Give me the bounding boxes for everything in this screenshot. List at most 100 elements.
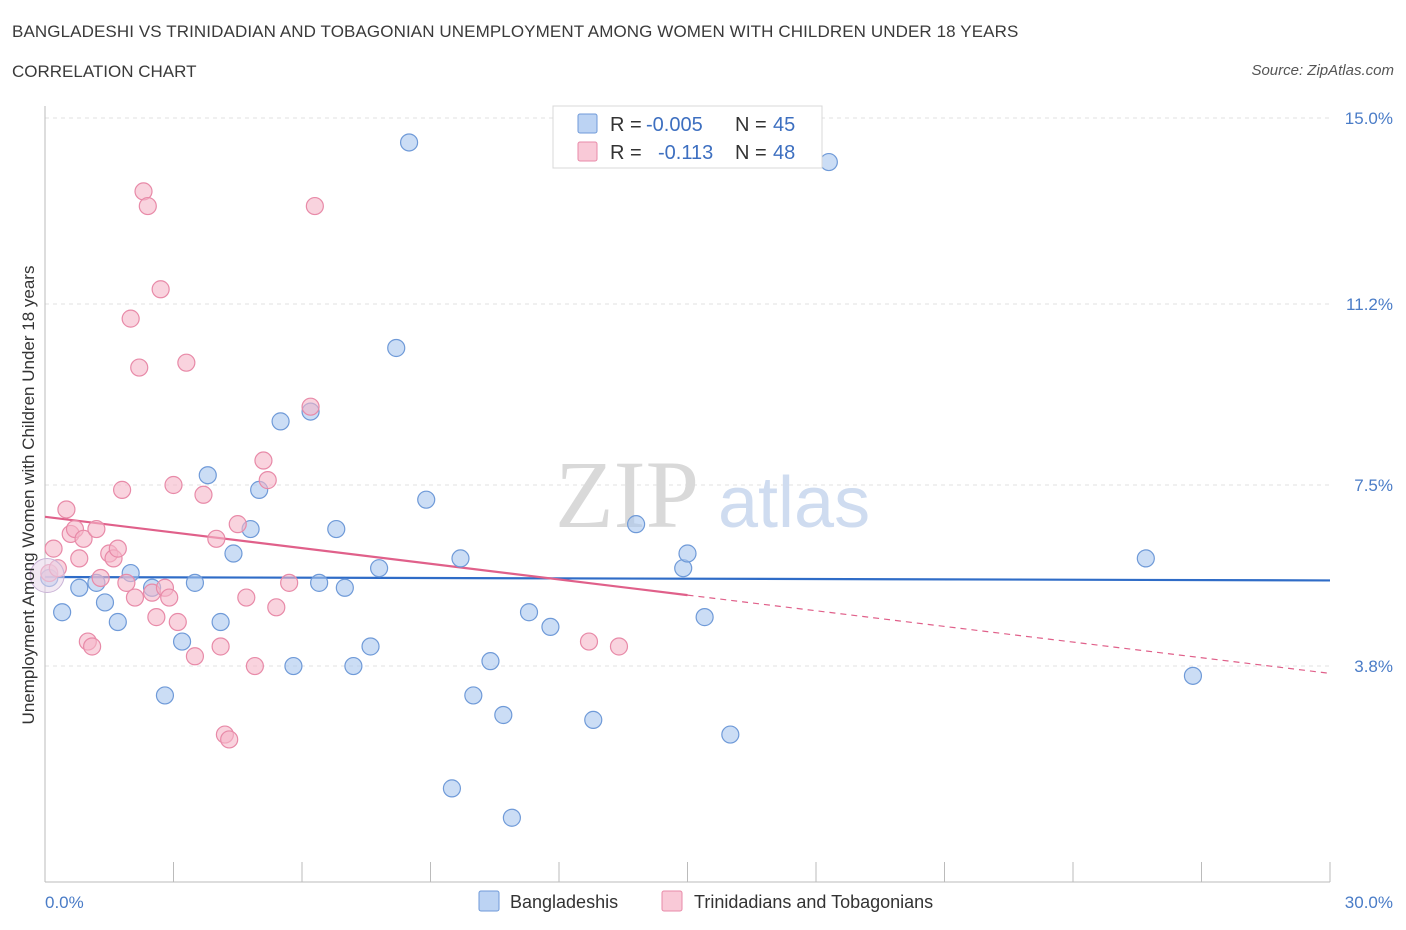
point-trinidadians-44 (305, 196, 324, 216)
point-cluster-origin (29, 558, 65, 594)
y-tick-label-2: 11.2% (1346, 295, 1393, 314)
point-bangladeshis-34 (519, 603, 539, 622)
point-trinidadians-3 (57, 500, 76, 519)
trend-line-trinidadians-extrapolated (687, 594, 1331, 674)
point-bangladeshis-8 (155, 686, 175, 705)
point-trinidadians-37 (237, 588, 256, 607)
point-trinidadians-38 (245, 656, 264, 676)
point-bangladeshis-26 (399, 133, 419, 152)
point-bangladeshis-9 (172, 632, 192, 651)
x-tick-labels: 0.0% 30.0% (45, 893, 1393, 912)
source-credit: Source: ZipAtlas.com (1251, 62, 1394, 79)
watermark: ZIP atlas (555, 441, 870, 548)
watermark-atlas: atlas (718, 463, 870, 543)
point-bangladeshis-17 (284, 656, 303, 676)
point-trinidadians-28 (168, 612, 187, 632)
point-bangladeshis-35 (541, 617, 560, 637)
point-bangladeshis-32 (494, 705, 513, 725)
point-trinidadians-36 (228, 515, 247, 534)
point-trinidadians-30 (185, 647, 205, 666)
point-trinidadians-42 (280, 573, 299, 592)
legend-swatch-bangladeshis (478, 890, 500, 912)
point-bangladeshis-30 (464, 686, 483, 705)
point-trinidadians-27 (164, 475, 183, 495)
point-trinidadians-10 (87, 519, 106, 539)
point-trinidadians-45 (579, 632, 599, 651)
trend-line-bangladeshis (44, 575, 1331, 582)
point-bangladeshis-33 (502, 808, 521, 827)
point-trinidadians-6 (70, 549, 89, 568)
point-trinidadians-21 (138, 196, 157, 216)
x-tick-label-0: 0.0% (45, 893, 84, 912)
gridlines (45, 117, 1330, 667)
point-bangladeshis-37 (626, 515, 646, 534)
point-bangladeshis-44 (1183, 666, 1203, 685)
point-bangladeshis-20 (327, 519, 346, 539)
point-trinidadians-46 (609, 637, 629, 656)
point-bangladeshis-29 (451, 549, 470, 568)
point-bangladeshis-41 (721, 725, 740, 744)
point-bangladeshis-16 (271, 412, 290, 431)
point-trinidadians-35 (220, 730, 239, 749)
stats-n-label-2: N = (735, 142, 767, 164)
point-trinidadians-14 (108, 539, 127, 558)
point-trinidadians-17 (121, 309, 140, 328)
point-bangladeshis-1 (53, 603, 72, 622)
point-trinidadians-23 (147, 608, 166, 627)
point-bangladeshis-27 (417, 490, 436, 509)
point-trinidadians-11 (91, 568, 110, 588)
point-trinidadians-41 (267, 598, 286, 617)
stats-n-value-2: 48 (773, 142, 795, 164)
point-bangladeshis-39 (678, 544, 697, 563)
point-trinidadians-18 (125, 588, 145, 607)
y-tick-label-3: 15.0% (1345, 109, 1393, 128)
stats-r-label-2: R = (610, 142, 642, 164)
stats-legend-swatch-blue (577, 113, 598, 134)
point-bangladeshis-28 (442, 779, 462, 798)
trend-line-trinidadians (44, 515, 688, 597)
y-tick-label-1: 7.5% (1354, 476, 1393, 495)
watermark-zip: ZIP (555, 441, 699, 548)
point-trinidadians-40 (258, 471, 277, 490)
y-tick-labels: 3.8% 7.5% 11.2% 15.0% (1345, 109, 1393, 676)
point-trinidadians-32 (207, 529, 226, 548)
point-bangladeshis-10 (185, 573, 205, 592)
point-trinidadians-1 (44, 539, 63, 558)
point-bangladeshis-11 (198, 466, 217, 485)
chart-title: BANGLADESHI VS TRINIDADIAN AND TOBAGONIA… (12, 22, 1019, 41)
point-bangladeshis-31 (481, 652, 500, 671)
point-bangladeshis-21 (335, 578, 354, 597)
point-trinidadians-31 (194, 485, 213, 504)
point-trinidadians-26 (160, 588, 179, 607)
point-bangladeshis-36 (584, 710, 603, 729)
point-trinidadians-19 (130, 358, 149, 377)
point-trinidadians-24 (151, 280, 170, 299)
axes (44, 106, 1331, 883)
point-trinidadians-9 (83, 637, 102, 656)
stats-r-value-1: -0.005 (646, 114, 703, 136)
stats-legend: R = -0.005 N = 45 R = -0.113 N = 48 (552, 105, 823, 169)
point-bangladeshis-43 (1136, 549, 1155, 568)
y-axis-label: Unemployment Among Women with Children U… (19, 266, 38, 725)
stats-legend-swatch-pink (577, 141, 598, 162)
stats-n-value-1: 45 (773, 114, 795, 136)
point-trinidadians-39 (254, 451, 273, 470)
point-bangladeshis-12 (211, 612, 230, 632)
x-tick-label-1: 30.0% (1345, 893, 1393, 912)
point-bangladeshis-42 (819, 152, 838, 172)
legend-label-trinidadians: Trinidadians and Tobagonians (694, 892, 933, 912)
legend-label-bangladeshis: Bangladeshis (510, 892, 618, 912)
point-bangladeshis-19 (310, 573, 329, 592)
point-bangladeshis-23 (361, 637, 380, 656)
point-trinidadians-29 (177, 353, 196, 372)
stats-r-value-2: -0.113 (658, 142, 713, 164)
point-bangladeshis-22 (344, 656, 363, 676)
point-bangladeshis-13 (224, 544, 243, 563)
stats-n-label-1: N = (735, 114, 767, 136)
stats-r-label-1: R = (610, 114, 642, 136)
point-trinidadians-33 (211, 637, 230, 656)
point-trinidadians-7 (74, 529, 93, 548)
point-bangladeshis-24 (370, 559, 389, 578)
chart-subtitle: CORRELATION CHART (12, 62, 197, 81)
